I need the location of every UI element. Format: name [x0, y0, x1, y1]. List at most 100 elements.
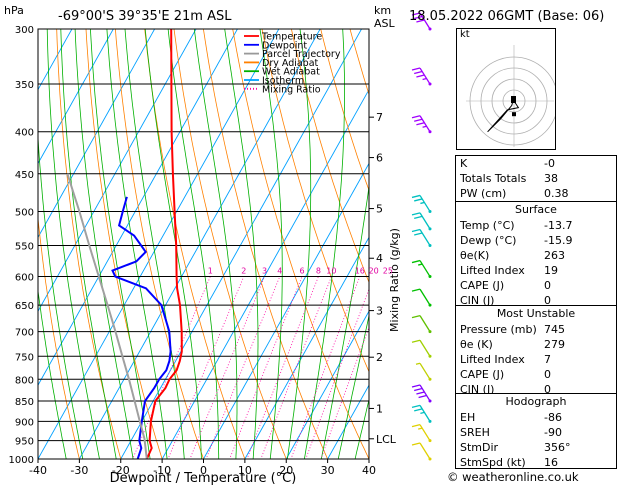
x-axis-label: Dewpoint / Temperature (°C): [110, 471, 297, 486]
pressure-tick-label: 800: [15, 375, 34, 386]
dry-adiabat-line: [144, 29, 246, 459]
isobar-lines: [38, 28, 369, 460]
pressure-axis: 300 350 400 450 500 550 600 650 700 750 800 850 900 9…: [9, 25, 34, 466]
mixing-ratio-labels: 1 2 3 4 6 8 10 16 20 25: [208, 267, 393, 276]
index-row: Totals Totals 38: [460, 172, 558, 185]
km-tick-label: 1: [376, 402, 383, 415]
datetime-title: 18.05.2022 06GMT (Base: 06): [409, 9, 604, 24]
wind-barb: [411, 314, 432, 334]
surface-row: CIN (J) 0: [460, 294, 551, 307]
isotherm-line: [161, 88, 369, 459]
legend-label: Dewpoint: [262, 40, 307, 51]
most-unstable-row: CIN (J) 0: [460, 383, 551, 396]
temperature-tick-label: 10: [238, 464, 252, 477]
isotherm-line: [285, 310, 369, 459]
wind-barb: [411, 404, 432, 423]
dry-adiabat-line: [290, 29, 369, 284]
mixing-ratio-axis-label: Mixing Ratio (g/kg): [388, 228, 401, 332]
mixing-ratio-line: [205, 276, 281, 459]
pressure-tick-label: 950: [15, 437, 34, 448]
km-tick-label: 7: [376, 111, 383, 124]
pressure-tick-label: 750: [15, 352, 34, 363]
mixing-ratio-tick-label: 16: [355, 267, 365, 276]
legend-label: Dry Adiabat: [262, 58, 319, 69]
wind-barb: [411, 212, 432, 231]
dry-adiabat-line: [56, 29, 122, 459]
index-row: K -0: [460, 157, 555, 170]
wind-barb: [415, 362, 432, 381]
hodograph-center-marker: [511, 96, 516, 103]
temperature-tick-label: 40: [362, 464, 376, 477]
copyright-text[interactable]: © weatheronline.co.uk: [447, 470, 579, 484]
mixing-ratio-tick-label: 2: [241, 267, 246, 276]
wind-barb: [411, 259, 432, 279]
km-axis: 7 6 5 4 3 2 1 LCL: [369, 111, 397, 446]
storm-motion-marker: [512, 112, 516, 117]
wind-barb: [411, 288, 432, 307]
surface-row: Dewp (°C) -15.9: [460, 234, 573, 247]
stability-indices-box: K -0 Totals Totals 38 PW (cm) 0.38: [455, 155, 617, 203]
wet-adiabat-line: [354, 397, 369, 459]
surface-box: Surface Temp (°C) -13.7 Dewp (°C) -15.9 θe…: [455, 201, 617, 307]
hodograph-row: SREH -90: [460, 426, 562, 439]
wind-barb: [411, 424, 432, 443]
wind-barbs: [411, 12, 432, 461]
most-unstable-box: Most Unstable Pressure (mb) 745 θe (K) 279…: [455, 305, 617, 396]
hodograph-title: Hodograph: [505, 395, 567, 408]
pressure-tick-label: 700: [15, 328, 34, 339]
pressure-tick-label: 500: [15, 207, 34, 218]
temperature-tick-label: 30: [321, 464, 335, 477]
dry-adiabat-line: [320, 29, 369, 192]
pressure-tick-label: 600: [15, 273, 34, 284]
temperature-tick-label: 20: [279, 464, 293, 477]
temperature-tick-label: -10: [153, 464, 171, 477]
mixing-ratio-tick-label: 8: [316, 267, 321, 276]
temperature-curve: [145, 29, 183, 459]
pressure-tick-label: 550: [15, 241, 34, 252]
surface-row: Temp (°C) -13.7: [460, 219, 573, 232]
legend-label: Mixing Ratio: [262, 84, 321, 95]
most-unstable-title: Most Unstable: [496, 307, 576, 320]
pressure-tick-label: 450: [15, 170, 34, 181]
mixing-ratio-line: [132, 276, 211, 459]
isotherm-line: [38, 29, 197, 313]
pressure-tick-label: 400: [15, 128, 34, 139]
legend-label: Temperature: [261, 32, 322, 43]
km-tick-label: 3: [376, 305, 383, 318]
km-tick-label: LCL: [376, 433, 397, 446]
isotherm-line: [38, 29, 73, 91]
pressure-tick-label: 650: [15, 301, 34, 312]
temperature-tick-label: -40: [29, 464, 47, 477]
wet-adiabat-line: [74, 29, 134, 459]
wind-barb: [411, 67, 432, 86]
wind-barb: [411, 115, 432, 134]
parcel-trajectory-curve: [66, 173, 148, 459]
hodograph-panel: kt: [456, 28, 559, 150]
isotherm-line: [202, 162, 369, 459]
km-tick-label: 4: [376, 252, 383, 265]
isotherm-line: [244, 236, 369, 459]
mixing-ratio-tick-label: 6: [299, 267, 304, 276]
pressure-tick-label: 1000: [9, 455, 34, 466]
mixing-ratio-tick-label: 20: [369, 267, 379, 276]
most-unstable-row: Pressure (mb) 745: [460, 323, 565, 336]
dewpoint-curve: [111, 196, 172, 459]
location-title: -69°00'S 39°35'E 21m ASL: [58, 9, 232, 24]
pressure-tick-label: 350: [15, 80, 34, 91]
isotherm-line: [38, 29, 156, 239]
mixing-ratio-line: [167, 276, 245, 459]
most-unstable-row: Lifted Index 7: [460, 353, 551, 366]
km-tick-label: 6: [376, 152, 383, 165]
hodograph-box: Hodograph EH -86 SREH -90 StmDir 356° StmSp…: [455, 393, 617, 469]
hodograph-row: StmDir 356°: [460, 441, 571, 454]
mixing-ratio-tick-label: 3: [262, 267, 267, 276]
mixing-ratio-tick-label: 1: [208, 267, 213, 276]
asl-label: ASL: [374, 17, 396, 30]
pressure-tick-label: 850: [15, 397, 34, 408]
most-unstable-row: θe (K) 279: [460, 338, 565, 351]
legend-label: Parcel Trajectory: [262, 49, 341, 60]
surface-row: θe(K) 263: [460, 249, 565, 262]
temperature-tick-label: -20: [112, 464, 130, 477]
